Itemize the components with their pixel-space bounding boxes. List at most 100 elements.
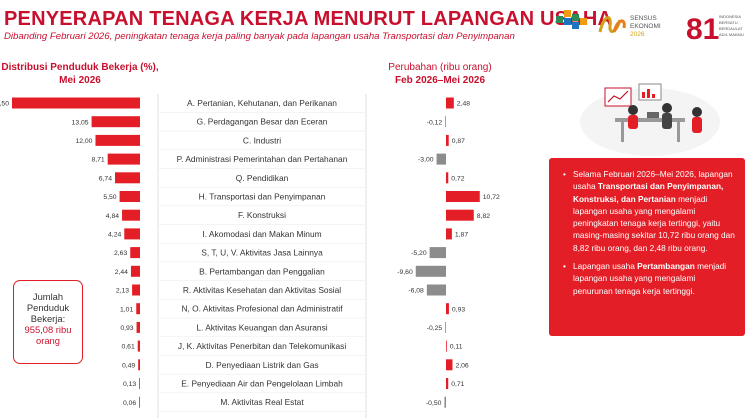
change-value-label: 10,72 xyxy=(483,194,500,201)
distribution-value-label: 0,06 xyxy=(123,400,136,407)
change-value-label: -6,08 xyxy=(408,288,424,295)
distribution-bar xyxy=(132,284,140,296)
category-label: J, K. Aktivitas Penerbitan dan Telekomun… xyxy=(178,341,347,351)
distribution-value-label: 4,24 xyxy=(108,232,121,239)
distribution-bar xyxy=(122,209,140,221)
distribution-bar xyxy=(114,172,140,184)
distribution-value-label: 34,50 xyxy=(0,101,9,108)
change-bar xyxy=(429,247,446,259)
svg-text:EKONOMI: EKONOMI xyxy=(630,23,661,30)
svg-text:BERSATU: BERSATU xyxy=(719,20,738,25)
svg-text:BERDAULAT: BERDAULAT xyxy=(719,26,743,31)
change-bars: 2,48 -0,12 0,87 -3,00 0,72 10,72 8,82 1,87 -5,20… xyxy=(397,97,500,408)
change-value-label: -0,50 xyxy=(426,400,442,407)
change-value-label: -0,12 xyxy=(427,119,443,126)
change-bar xyxy=(446,172,449,184)
category-label: G. Perdagangan Besar dan Eceran xyxy=(197,117,328,127)
change-bar xyxy=(446,209,474,221)
change-value-label: -0,25 xyxy=(427,325,443,332)
sensus-ekonomi-logo-icon xyxy=(598,16,626,33)
bps-logo-icon xyxy=(556,10,587,29)
svg-text:2026: 2026 xyxy=(630,31,645,38)
office-illustration xyxy=(580,83,720,156)
change-bar xyxy=(446,303,449,315)
change-bar xyxy=(446,359,453,371)
change-bar xyxy=(436,153,446,165)
change-value-label: 2,06 xyxy=(455,362,468,369)
distribution-bar xyxy=(119,191,140,202)
distribution-value-label: 0,61 xyxy=(122,344,135,351)
category-label: D. Penyediaan Listrik dan Gas xyxy=(205,360,318,370)
change-value-label: 0,93 xyxy=(452,306,465,313)
change-bar xyxy=(446,97,454,109)
category-label: P. Administrasi Pemerintahan dan Pertaha… xyxy=(177,154,348,164)
category-label: L. Aktivitas Keuangan dan Asuransi xyxy=(196,322,327,332)
category-column-bg xyxy=(158,94,366,418)
page-subtitle: Dibanding Februari 2026, peningkatan ten… xyxy=(4,31,515,42)
change-value-label: -5,20 xyxy=(411,250,427,257)
distribution-value-label: 0,13 xyxy=(123,381,136,388)
svg-text:ADIL MAKMUR: ADIL MAKMUR xyxy=(719,32,744,37)
distribution-value-label: 8,71 xyxy=(91,157,104,164)
category-label: B. Pertambangan dan Penggalian xyxy=(199,266,325,276)
category-label: F. Konstruksi xyxy=(238,210,286,220)
info-bullet: Selama Februari 2026–Mei 2026, lapangan … xyxy=(563,168,737,254)
change-value-label: 2,48 xyxy=(457,101,470,108)
change-value-label: 0,72 xyxy=(451,175,464,182)
category-label: S, T, U, V. Aktivitas Jasa Lainnya xyxy=(201,248,323,258)
change-value-label: -9,60 xyxy=(397,269,413,276)
category-label: R. Aktivitas Kesehatan dan Aktivitas Sos… xyxy=(183,285,341,295)
change-bar xyxy=(446,134,449,146)
change-bar xyxy=(444,396,446,408)
change-value-label: 8,82 xyxy=(477,213,490,220)
change-value-label: 1,87 xyxy=(455,232,468,239)
logos: SENSUS EKONOMI 2026 81 INDONESIA BERSATU… xyxy=(556,10,744,46)
info-box: Selama Februari 2026–Mei 2026, lapangan … xyxy=(549,158,745,336)
change-value-label: 0,87 xyxy=(452,138,465,145)
distribution-value-label: 5,50 xyxy=(103,194,116,201)
category-label: Q. Pendidikan xyxy=(236,173,289,183)
change-bar xyxy=(445,116,446,128)
header: PENYERAPAN TENAGA KERJA MENURUT LAPANGAN… xyxy=(0,0,750,50)
category-label: N, O. Aktivitas Profesional dan Administ… xyxy=(181,304,343,314)
distribution-value-label: 1,01 xyxy=(120,306,133,313)
category-label: H. Transportasi dan Penyimpanan xyxy=(199,192,326,202)
page-title: PENYERAPAN TENAGA KERJA MENURUT LAPANGAN… xyxy=(4,8,613,30)
distribution-value-label: 0,49 xyxy=(122,362,135,369)
category-label: C. Industri xyxy=(243,135,281,145)
distribution-bar xyxy=(136,321,140,333)
distribution-bar xyxy=(130,247,140,259)
category-label: M. Aktivitas Real Estat xyxy=(220,397,304,407)
info-bullet: Lapangan usaha Pertambangan menjadi lapa… xyxy=(563,260,737,297)
category-label: A. Pertanian, Kehutanan, dan Perikanan xyxy=(187,98,337,108)
distribution-value-label: 6,74 xyxy=(99,175,112,182)
category-column: A. Pertanian, Kehutanan, dan Perikanan G.… xyxy=(157,94,367,418)
distribution-bar xyxy=(139,396,140,408)
change-bar xyxy=(446,228,452,240)
svg-text:INDONESIA: INDONESIA xyxy=(719,14,741,19)
logo-number: 81 xyxy=(686,13,719,46)
change-bar xyxy=(426,284,446,296)
left-panel-title: Distribusi Penduduk Bekerja (%), Mei 202… xyxy=(1,62,159,86)
distribution-value-label: 2,63 xyxy=(114,250,127,257)
change-bar xyxy=(446,191,480,202)
distribution-bar xyxy=(137,340,140,352)
distribution-bar xyxy=(107,153,140,165)
logo-text: SENSUS xyxy=(630,15,657,22)
distribution-value-label: 2,13 xyxy=(116,288,129,295)
distribution-bar xyxy=(139,378,140,389)
change-value-label: 0,11 xyxy=(450,344,463,351)
distribution-value-label: 0,93 xyxy=(120,325,133,332)
distribution-value-label: 2,44 xyxy=(115,269,128,276)
distribution-bar xyxy=(138,359,140,371)
change-value-label: -3,00 xyxy=(418,157,434,164)
category-label: I. Akomodasi dan Makan Minum xyxy=(202,229,321,239)
change-value-label: 0,71 xyxy=(451,381,464,388)
distribution-bar xyxy=(95,134,140,146)
distribution-bar xyxy=(136,303,140,315)
change-bar xyxy=(415,265,446,277)
change-bar xyxy=(446,378,449,389)
distribution-value-label: 4,84 xyxy=(106,213,119,220)
distribution-bar xyxy=(91,116,140,128)
distribution-value-label: 13,05 xyxy=(72,119,89,126)
